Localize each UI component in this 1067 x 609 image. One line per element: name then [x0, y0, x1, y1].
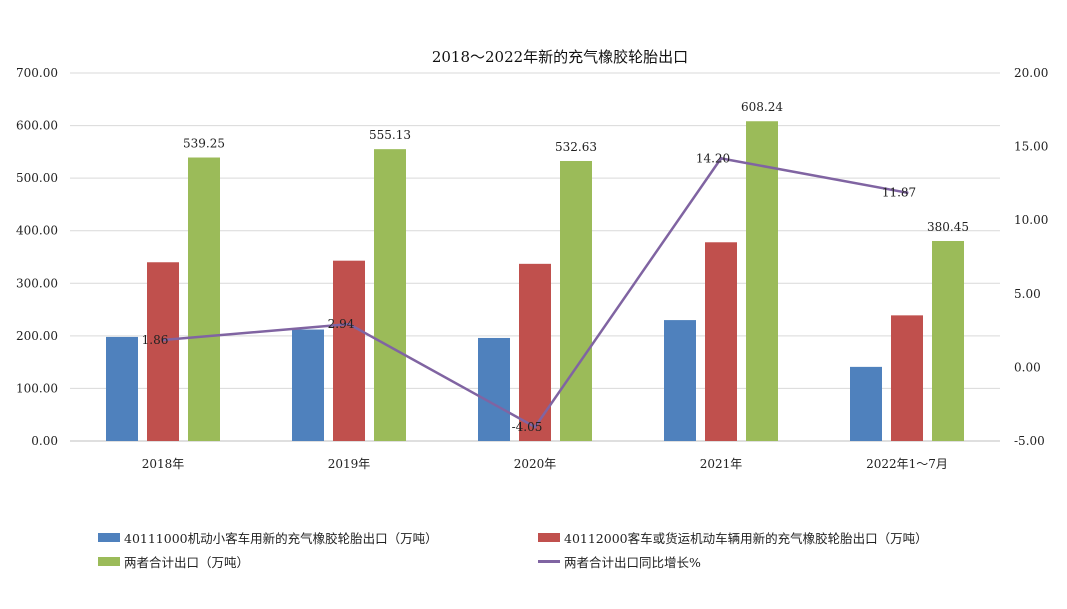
line-data-label: 11.87	[882, 186, 916, 200]
bar	[850, 366, 882, 441]
bar-data-label: 555.13	[369, 128, 411, 142]
bar	[664, 320, 696, 441]
bar	[519, 263, 551, 441]
y-left-tick-label: 500.00	[16, 171, 58, 185]
bar	[705, 242, 737, 441]
legend-item-series-3: 两者合计出口（万吨）	[98, 552, 249, 571]
y-right-tick-label: 15.00	[1014, 140, 1048, 154]
bar	[891, 315, 923, 441]
bar	[478, 337, 510, 441]
bar-series	[106, 121, 964, 442]
x-tick-label: 2019年	[328, 457, 371, 471]
line-data-label: 14.20	[696, 151, 730, 165]
x-tick-label: 2021年	[700, 457, 743, 471]
legend-swatch-red	[538, 533, 560, 542]
bar	[746, 121, 778, 442]
line-data-label: -4.05	[512, 420, 543, 434]
bar	[333, 260, 365, 441]
line-point	[719, 156, 723, 160]
x-axis-ticks: 2018年 2019年 2020年 2021年 2022年1～7月	[142, 457, 948, 471]
bar	[292, 329, 324, 441]
chart-title: 2018～2022年新的充气橡胶轮胎出口	[432, 48, 688, 66]
line-point	[161, 338, 165, 342]
x-tick-label: 2018年	[142, 457, 185, 471]
legend-label: 两者合计出口（万吨）	[124, 555, 250, 570]
y-left-tick-label: 200.00	[16, 329, 58, 343]
left-axis-ticks: 0.00 100.00 200.00 300.00 400.00 500.00 600.00…	[16, 66, 58, 448]
y-right-tick-label: 20.00	[1014, 66, 1048, 80]
y-left-tick-label: 700.00	[16, 66, 58, 80]
y-left-tick-label: 0.00	[31, 434, 58, 448]
y-left-tick-label: 300.00	[16, 276, 58, 290]
x-tick-label: 2020年	[514, 457, 557, 471]
y-right-tick-label: -5.00	[1014, 434, 1045, 448]
bar	[560, 160, 592, 441]
bar-data-label: 532.63	[555, 140, 597, 154]
legend-label: 两者合计出口同比增长%	[564, 555, 701, 570]
legend-label: 40112000客车或货运机动车辆用新的充气橡胶轮胎出口（万吨）	[564, 531, 928, 546]
x-tick-label: 2022年1～7月	[866, 457, 948, 471]
bar	[932, 240, 964, 441]
line-point	[905, 191, 909, 195]
bar-data-label: 380.45	[927, 220, 969, 234]
bar	[188, 157, 220, 441]
y-left-tick-label: 600.00	[16, 119, 58, 133]
line-data-label: 1.86	[142, 333, 169, 347]
y-right-tick-label: 5.00	[1014, 287, 1041, 301]
legend-item-series-2: 40112000客车或货运机动车辆用新的充气橡胶轮胎出口（万吨）	[538, 528, 928, 547]
bar	[147, 262, 179, 441]
bar	[374, 149, 406, 442]
bar-data-label: 539.25	[183, 137, 225, 151]
bar-data-labels: 539.25 555.13 532.63 608.24 380.45	[183, 100, 969, 234]
bar-data-label: 608.24	[741, 100, 783, 114]
line-point	[347, 322, 351, 326]
line-data-labels: 1.86 2.94 -4.05 14.20 11.87	[142, 151, 917, 434]
y-right-tick-label: 10.00	[1014, 213, 1048, 227]
legend-swatch-purple-line	[538, 560, 560, 563]
legend-swatch-blue	[98, 533, 120, 542]
legend-swatch-green	[98, 557, 120, 566]
legend-item-series-1: 40111000机动小客车用新的充气橡胶轮胎出口（万吨）	[98, 528, 438, 547]
legend-item-series-4: 两者合计出口同比增长%	[538, 552, 701, 571]
line-series	[161, 156, 909, 429]
legend-label: 40111000机动小客车用新的充气橡胶轮胎出口（万吨）	[124, 531, 438, 546]
right-axis-ticks: -5.00 0.00 5.00 10.00 15.00 20.00	[1014, 66, 1048, 448]
bar	[106, 336, 138, 441]
y-left-tick-label: 100.00	[16, 381, 58, 395]
y-left-tick-label: 400.00	[16, 224, 58, 238]
line-data-label: 2.94	[328, 317, 355, 331]
y-right-tick-label: 0.00	[1014, 360, 1041, 374]
line-point	[533, 425, 537, 429]
